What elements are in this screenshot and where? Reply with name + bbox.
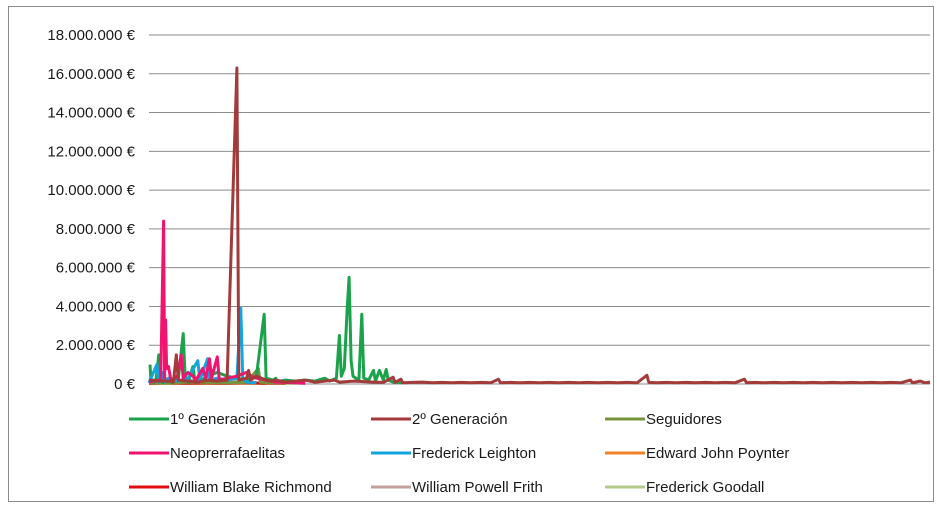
legend-entry: Edward John Poynter: [605, 445, 789, 462]
legend-entry: 1º Generación: [129, 411, 266, 428]
legend-label: 2º Generación: [412, 411, 508, 428]
legend-label: 1º Generación: [170, 411, 266, 428]
legend-label: William Powell Frith: [412, 479, 543, 496]
legend-entry: Neoprerrafaelitas: [129, 445, 285, 462]
legend-label: Frederick Leighton: [412, 445, 536, 462]
gridlines: [149, 34, 930, 385]
legend-label: Neoprerrafaelitas: [170, 445, 285, 462]
y-tick-label: 2.000.000 €: [56, 337, 136, 354]
series-line: [148, 275, 403, 385]
y-axis-tick-labels: 0 € 2.000.000 € 4.000.000 € 6.000.000 € 8.00…: [47, 27, 135, 393]
legend-label: Edward John Poynter: [646, 445, 789, 462]
legend-entry: William Blake Richmond: [129, 479, 332, 496]
legend: 1º Generación 2º Generación Seguidores Neop…: [129, 411, 789, 496]
legend-label: Seguidores: [646, 411, 722, 428]
y-tick-label: 16.000.000 €: [47, 66, 135, 83]
series-lines: [147, 66, 931, 386]
legend-entry: Frederick Goodall: [605, 479, 764, 496]
legend-entry: William Powell Frith: [371, 479, 543, 496]
y-tick-label: 10.000.000 €: [47, 182, 135, 199]
chart-frame: 0 € 2.000.000 € 4.000.000 € 6.000.000 € 8.00…: [8, 6, 934, 502]
y-tick-label: 14.000.000 €: [47, 105, 135, 122]
y-tick-label: 6.000.000 €: [56, 260, 136, 277]
legend-label: Frederick Goodall: [646, 479, 764, 496]
y-tick-label: 4.000.000 €: [56, 298, 136, 315]
y-tick-label: 18.000.000 €: [47, 27, 135, 44]
legend-entry: Seguidores: [605, 411, 722, 428]
y-tick-label: 0 €: [114, 376, 136, 393]
legend-entry: Frederick Leighton: [371, 445, 536, 462]
series-line: [148, 66, 931, 385]
line-chart: 0 € 2.000.000 € 4.000.000 € 6.000.000 € 8.00…: [47, 27, 931, 496]
y-tick-label: 8.000.000 €: [56, 221, 136, 238]
legend-entry: 2º Generación: [371, 411, 508, 428]
y-tick-label: 12.000.000 €: [47, 143, 135, 160]
legend-label: William Blake Richmond: [170, 479, 332, 496]
